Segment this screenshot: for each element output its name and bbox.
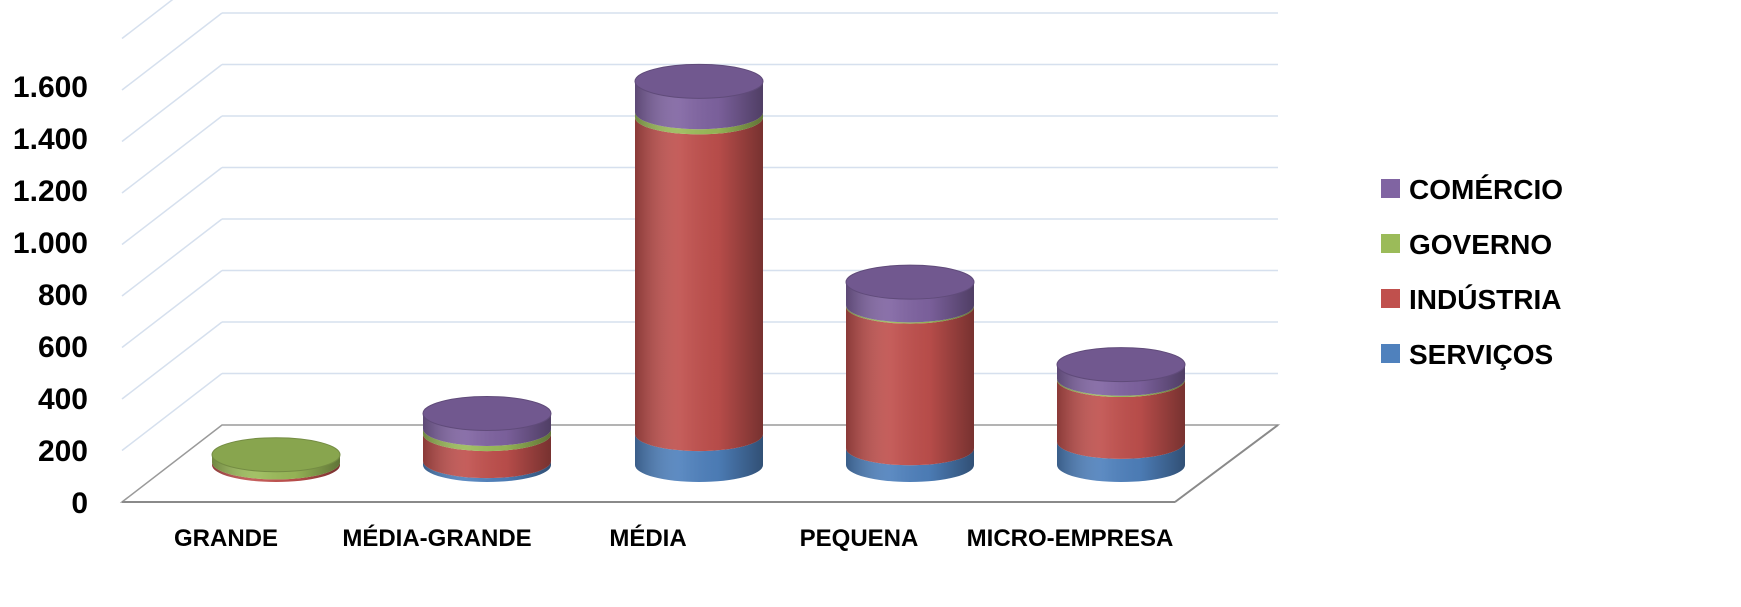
legend-swatch	[1381, 179, 1400, 198]
bar-segment	[1057, 441, 1185, 482]
bar-micro-empresa	[1056, 347, 1186, 482]
legend-item: SERVIÇOS	[1381, 339, 1553, 370]
segment-shade	[846, 448, 974, 482]
bar-segment	[423, 428, 551, 452]
bar-segment	[846, 306, 974, 466]
segment-shade	[212, 454, 340, 480]
segment-shade	[1057, 380, 1185, 459]
legend-item: COMÉRCIO	[1381, 174, 1563, 205]
y-tick-label: 400	[38, 383, 88, 416]
legend-item: INDÚSTRIA	[1381, 284, 1561, 315]
segment-shade	[846, 306, 974, 466]
x-category-label: GRANDE	[174, 525, 278, 552]
legend-item: GOVERNO	[1381, 229, 1552, 260]
legend-swatch	[1381, 344, 1400, 363]
gridline-side	[121, 372, 223, 452]
y-tick-label: 200	[38, 435, 88, 468]
gridline-side	[121, 269, 223, 349]
segment-shade	[635, 117, 763, 452]
bar-segment	[1057, 380, 1185, 459]
bar-segment	[423, 413, 551, 446]
x-axis-categories: GRANDE MÉDIA-GRANDE MÉDIA PEQUENA MICRO-EMPR…	[174, 524, 1173, 552]
segment-shade	[846, 282, 974, 323]
legend-label: COMÉRCIO	[1409, 174, 1563, 205]
segment-shade	[1057, 441, 1185, 482]
y-tick-label: 1.400	[13, 123, 88, 156]
bar-segment	[212, 454, 340, 480]
bar-segment	[846, 282, 974, 323]
bar-top-cap	[1056, 347, 1186, 383]
bar-segment	[423, 434, 551, 479]
x-category-label: PEQUENA	[800, 525, 919, 552]
segment-shade	[635, 81, 763, 130]
segment-shade	[423, 461, 551, 482]
y-tick-label: 1.600	[13, 71, 88, 104]
bar-top-cap	[211, 437, 341, 473]
bar-segment	[846, 448, 974, 482]
segment-shade	[1057, 364, 1185, 396]
segment-shade	[423, 413, 551, 446]
legend-label: GOVERNO	[1409, 229, 1552, 260]
legend-swatch	[1381, 289, 1400, 308]
bar-pequena	[845, 264, 975, 482]
segment-shade	[423, 428, 551, 452]
gridline-side	[121, 218, 223, 297]
bar-segment	[1057, 364, 1185, 396]
legend: COMÉRCIO GOVERNO INDÚSTRIA SERVIÇOS	[1381, 174, 1563, 370]
bar-top-cap	[634, 63, 764, 99]
y-tick-label: 800	[38, 279, 88, 312]
gridline-side	[121, 12, 223, 91]
bar-segment	[635, 117, 763, 452]
bar-grande	[211, 437, 341, 482]
floor-right-edge	[1174, 424, 1279, 503]
y-axis-ticks: 0 200 400 600 800 1.000 1.200 1.400 1.600	[13, 71, 88, 520]
legend-label: INDÚSTRIA	[1409, 284, 1561, 315]
y-tick-label: 600	[38, 331, 88, 364]
gridline-side	[121, 63, 223, 143]
y-tick-label: 1.000	[13, 227, 88, 260]
bars	[211, 63, 1186, 482]
legend-label: SERVIÇOS	[1409, 339, 1553, 370]
bar-segment	[423, 461, 551, 482]
x-category-label: MÉDIA	[609, 524, 686, 552]
segment-shade	[635, 434, 763, 482]
gridline-side	[121, 115, 223, 194]
y-tick-label: 1.200	[13, 175, 88, 208]
legend-swatch	[1381, 234, 1400, 253]
bar-média-grande	[422, 396, 552, 482]
gridline-side	[121, 166, 223, 246]
gridline-side	[121, 0, 174, 40]
bar-segment	[635, 434, 763, 482]
x-category-label: MICRO-EMPRESA	[967, 525, 1174, 552]
bar-média	[634, 63, 764, 482]
segment-shade	[635, 112, 763, 135]
x-category-label: MÉDIA-GRANDE	[342, 524, 531, 552]
bar-top-cap	[845, 264, 975, 300]
y-tick-label: 0	[71, 487, 88, 520]
bar-segment	[635, 81, 763, 130]
gridline-side	[121, 321, 223, 400]
bar-segment	[635, 112, 763, 135]
segment-shade	[423, 434, 551, 479]
bar-top-cap	[422, 396, 552, 431]
